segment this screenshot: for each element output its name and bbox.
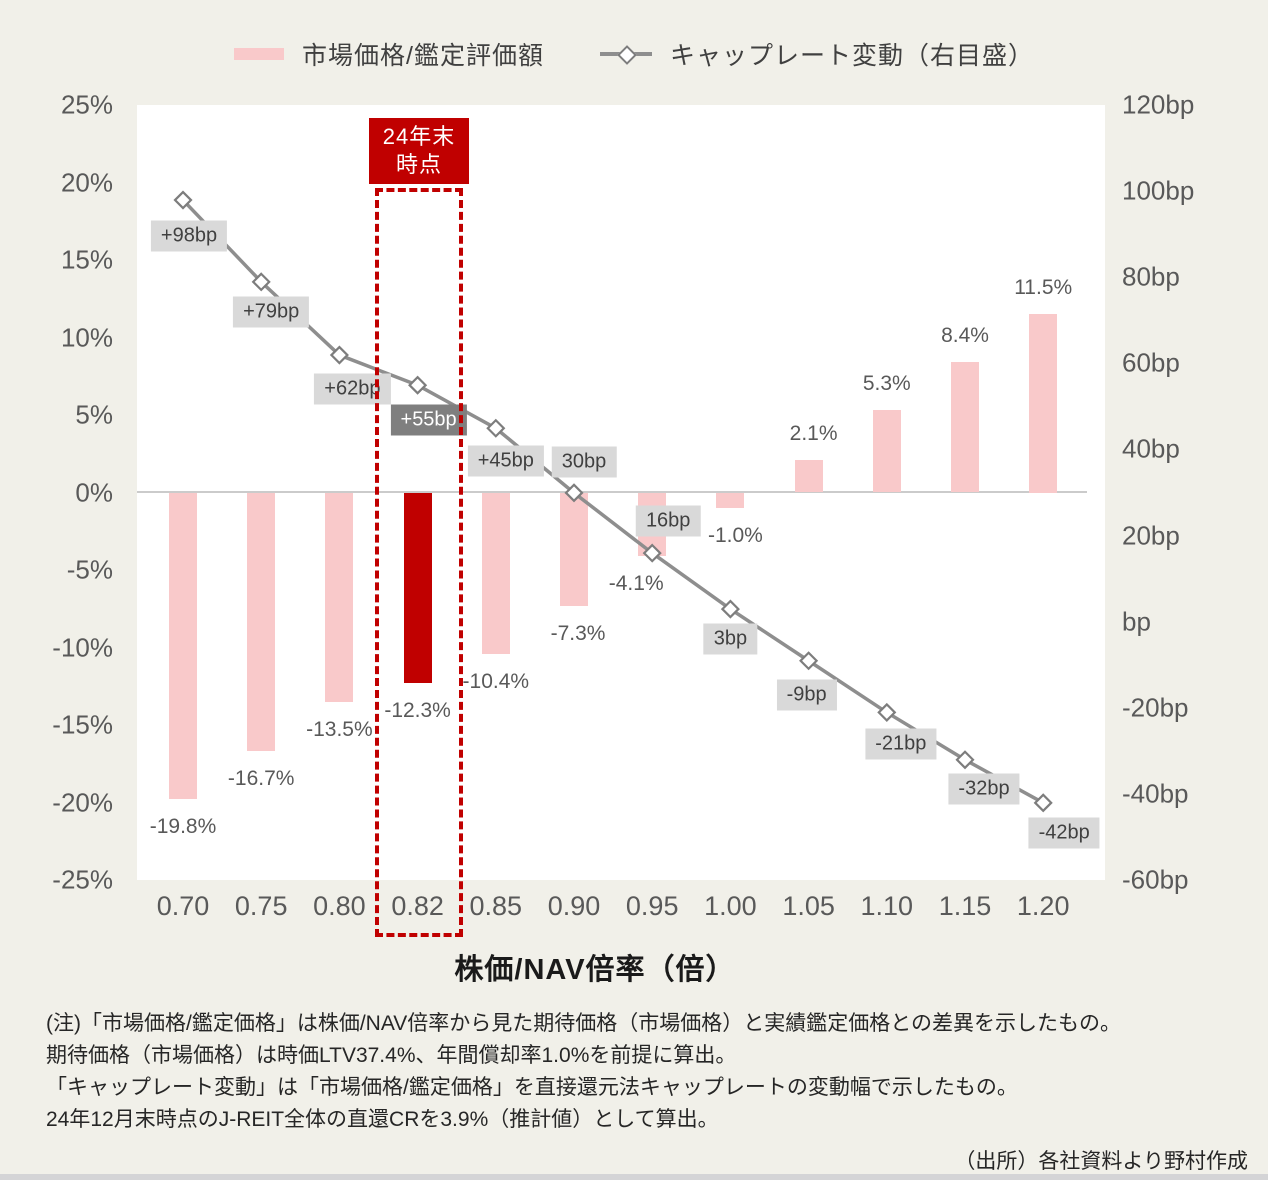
bar-value-label: -10.4% xyxy=(462,669,530,693)
highlight-banner: 24年末 時点 xyxy=(369,118,469,184)
bar xyxy=(951,362,979,493)
highlight-dashed-box xyxy=(375,188,463,937)
left-axis-tick: -15% xyxy=(52,709,113,740)
footnote-line: 期待価格（市場価格）は時価LTV37.4%、年間償却率1.0%を前提に算出。 xyxy=(46,1044,737,1067)
left-axis-tick: -5% xyxy=(66,554,113,585)
bottom-edge-strip xyxy=(0,1174,1268,1180)
line-point-label: -21bp xyxy=(865,728,937,760)
line-diamond-icon xyxy=(599,45,652,65)
banner-line1: 24年末 xyxy=(382,124,456,149)
right-axis-tick: 20bp xyxy=(1122,520,1180,551)
line-point-label: 16bp xyxy=(635,505,701,537)
x-axis-tick: 1.05 xyxy=(782,891,835,921)
line-point-label: +45bp xyxy=(467,445,544,477)
footnote-line: 24年12月末時点のJ-REIT全体の直還CRを3.9%（推計値）として算出。 xyxy=(46,1108,719,1131)
right-axis-tick: 40bp xyxy=(1122,433,1180,464)
bar-value-label: -16.7% xyxy=(227,767,295,791)
legend: 市場価格/鑑定評価額 キャップレート変動（右目盛） xyxy=(0,36,1268,72)
bar-value-label: 11.5% xyxy=(1014,276,1073,300)
right-axis-tick: 60bp xyxy=(1122,347,1180,378)
x-axis-tick: 0.80 xyxy=(313,891,366,921)
line-series-legend-label: キャップレート変動（右目盛） xyxy=(669,42,1034,70)
right-axis-tick: -40bp xyxy=(1122,778,1189,809)
bar xyxy=(716,492,745,508)
footnote-line: 「キャップレート変動」は「市場価格/鑑定価格」を直接還元法キャップレートの変動幅… xyxy=(46,1076,1018,1099)
bar-value-label: -12.3% xyxy=(384,699,451,723)
bar-value-label: 8.4% xyxy=(941,324,989,348)
bar xyxy=(794,459,823,493)
bar-value-label: -19.8% xyxy=(149,815,217,839)
bar xyxy=(325,492,354,702)
line-point-label: +98bp xyxy=(150,220,228,252)
x-axis-tick: 1.20 xyxy=(1016,891,1070,921)
left-axis-tick: 15% xyxy=(60,244,113,275)
left-axis-tick: 20% xyxy=(60,167,113,197)
left-axis-tick: -25% xyxy=(52,864,113,895)
left-axis-tick: -20% xyxy=(52,787,113,817)
source-attribution: （出所）各社資料より野村作成 xyxy=(954,1150,1248,1173)
zero-gridline xyxy=(137,491,1087,493)
bar-series-swatch-icon xyxy=(234,48,285,60)
bar xyxy=(169,492,197,800)
x-axis-tick: 0.70 xyxy=(156,891,210,921)
right-axis-tick: 120bp xyxy=(1122,89,1195,120)
left-axis-tick: 25% xyxy=(60,89,113,120)
x-axis-tick: 1.00 xyxy=(704,891,757,921)
x-axis-tick: 1.10 xyxy=(860,891,914,921)
line-point-label: -32bp xyxy=(948,773,1020,805)
right-axis-tick: 100bp xyxy=(1122,175,1195,206)
right-axis-tick: 80bp xyxy=(1122,261,1180,292)
bar xyxy=(560,492,588,606)
bar-value-label: -7.3% xyxy=(550,621,606,645)
left-axis-tick: -10% xyxy=(52,632,113,662)
x-axis-tick: 0.75 xyxy=(234,891,288,921)
line-point-label: 3bp xyxy=(703,623,758,655)
legend-item-line-series: キャップレート変動（右目盛） xyxy=(599,36,1034,72)
bar xyxy=(481,492,510,654)
x-axis-tick: 0.85 xyxy=(469,891,523,921)
left-axis-tick: 10% xyxy=(60,322,113,352)
x-axis-title: 株価/NAV倍率（倍） xyxy=(454,954,736,986)
banner-line2: 時点 xyxy=(395,152,442,177)
bar-value-label: -13.5% xyxy=(306,717,373,741)
bar xyxy=(872,410,901,493)
line-point-label: 30bp xyxy=(551,446,617,478)
right-axis-tick: bp xyxy=(1122,606,1151,637)
bar xyxy=(247,492,276,752)
bar-value-label: -1.0% xyxy=(707,524,763,547)
footnote-line: (注)「市場価格/鑑定価格」は株価/NAV倍率から見た期待価格（市場価格）と実績… xyxy=(46,1012,1122,1035)
right-axis-tick: -60bp xyxy=(1122,864,1189,895)
line-point-label-emphasized: +55bp xyxy=(390,404,467,436)
bar-series-legend-label: 市場価格/鑑定評価額 xyxy=(302,42,544,70)
x-axis-tick: 1.15 xyxy=(938,891,992,921)
x-axis-tick: 0.90 xyxy=(547,891,601,921)
line-point-label: +79bp xyxy=(233,296,310,328)
right-axis-tick: -20bp xyxy=(1122,692,1189,723)
left-axis-tick: 0% xyxy=(75,477,113,507)
x-axis-tick: 0.95 xyxy=(625,891,679,921)
left-axis-tick: 5% xyxy=(75,399,113,430)
footnotes: (注)「市場価格/鑑定価格」は株価/NAV倍率から見た期待価格（市場価格）と実績… xyxy=(46,1008,1246,1136)
x-axis-tick: 0.82 xyxy=(391,891,444,921)
bar xyxy=(1029,314,1058,493)
bar-value-label: 2.1% xyxy=(789,421,838,445)
bar-value-label: 5.3% xyxy=(862,372,911,396)
bar-value-label: -4.1% xyxy=(608,572,664,596)
legend-item-bar-series: 市場価格/鑑定評価額 xyxy=(234,36,544,72)
line-point-label: -42bp xyxy=(1028,817,1100,849)
line-point-label: -9bp xyxy=(776,679,837,711)
